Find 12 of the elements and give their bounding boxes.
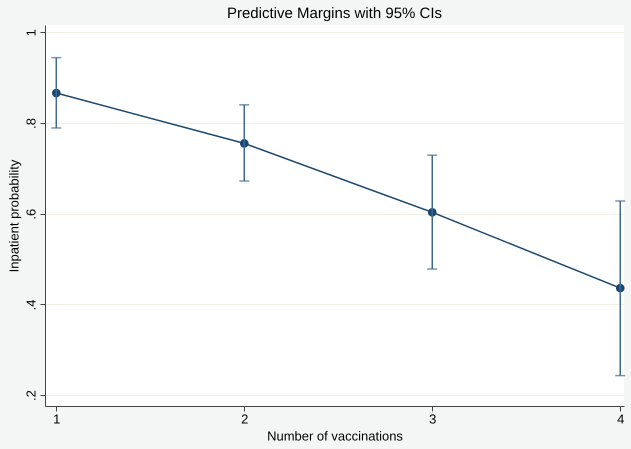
- chart-title: Predictive Margins with 95% CIs: [226, 5, 442, 22]
- x-tick-label: 3: [429, 412, 436, 426]
- y-tick-label: .8: [24, 118, 38, 129]
- y-tick-label: .6: [24, 208, 38, 220]
- x-tick-label: 1: [53, 412, 60, 426]
- x-tick-label: 4: [617, 412, 624, 426]
- y-axis-title: Inpatient probability: [6, 159, 22, 272]
- y-tick-label: 1: [24, 29, 38, 36]
- y-tick-label: .4: [24, 299, 38, 310]
- y-tick-label: .2: [24, 390, 38, 402]
- x-axis-title: Number of vaccinations: [267, 428, 404, 444]
- x-tick-label: 2: [241, 412, 248, 426]
